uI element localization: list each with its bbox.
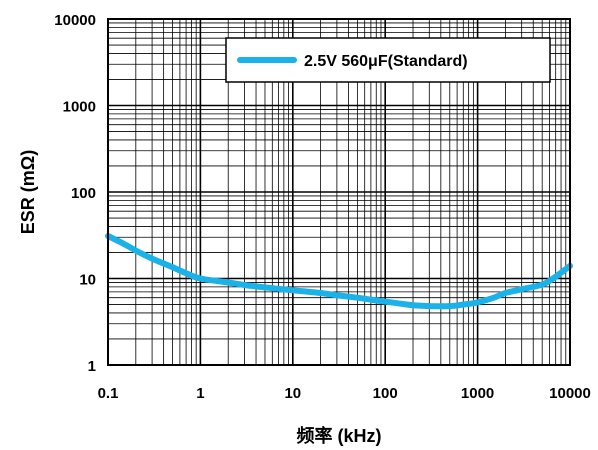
y-tick-label: 1 xyxy=(88,358,96,375)
x-tick-label: 10000 xyxy=(549,385,591,402)
x-tick-label: 0.1 xyxy=(98,385,119,402)
y-tick-labels: 1 10 100 1000 10000 xyxy=(54,12,96,375)
y-axis-label: ESR (mΩ) xyxy=(18,150,38,234)
y-tick-label: 10 xyxy=(79,272,96,289)
y-tick-label: 100 xyxy=(71,185,96,202)
y-tick-label: 1000 xyxy=(63,99,96,116)
series-layer xyxy=(105,233,573,310)
series-line xyxy=(105,233,573,310)
x-tick-label: 1 xyxy=(196,385,204,402)
x-tick-labels: 0.1 1 10 100 1000 10000 xyxy=(98,385,591,402)
plot-frame xyxy=(107,18,571,366)
legend: 2.5V 560μF(Standard) xyxy=(225,37,551,83)
y-tick-label: 10000 xyxy=(54,12,96,29)
x-axis-label: 频率 (kHz) xyxy=(297,425,382,446)
legend-label: 2.5V 560μF(Standard) xyxy=(304,53,468,70)
x-tick-label: 100 xyxy=(373,385,398,402)
x-tick-label: 1000 xyxy=(461,385,494,402)
x-tick-label: 10 xyxy=(284,385,301,402)
